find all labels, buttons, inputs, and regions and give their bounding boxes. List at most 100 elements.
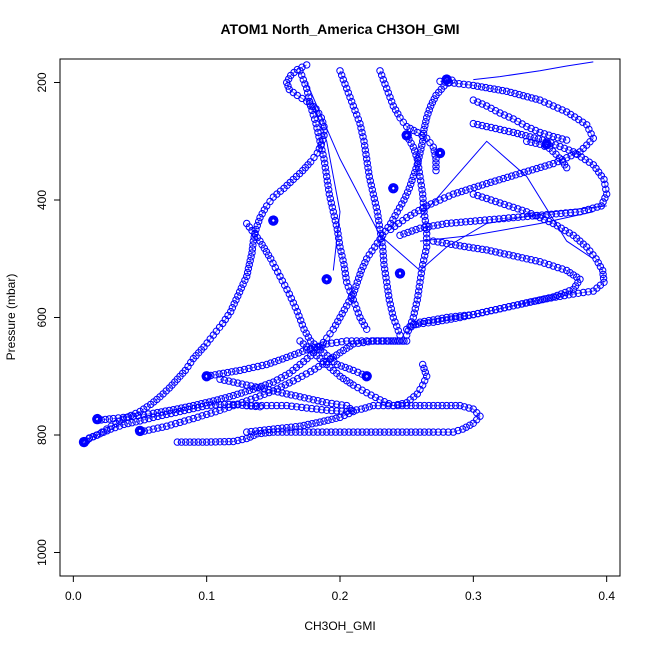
data-point (408, 318, 416, 326)
data-point (577, 153, 585, 161)
data-point (304, 89, 312, 97)
data-point (423, 243, 431, 251)
data-point (316, 418, 324, 426)
data-point (198, 438, 207, 446)
data-point (327, 199, 335, 207)
data-point (596, 262, 605, 271)
data-point (349, 296, 357, 304)
data-point (421, 252, 429, 260)
data-point (263, 360, 271, 369)
data-point (284, 82, 292, 90)
y-tick-label: 600 (35, 307, 49, 327)
data-point (599, 198, 607, 206)
data-point (412, 225, 420, 234)
data-point (336, 67, 344, 75)
data-point (557, 224, 565, 232)
y-tick-label: 1000 (35, 539, 49, 566)
data-point (229, 391, 238, 400)
data-point (523, 299, 531, 307)
data-point (423, 238, 431, 247)
series-line (339, 70, 401, 336)
data-point (385, 400, 393, 408)
data-point (307, 367, 315, 376)
data-point (540, 130, 549, 138)
data-point (283, 390, 291, 398)
data-point (229, 378, 238, 386)
data-point (318, 398, 326, 406)
data-point (246, 257, 254, 265)
data-point (334, 317, 342, 326)
data-point (296, 422, 304, 430)
data-point (382, 274, 390, 282)
data-point (291, 428, 300, 436)
data-point (416, 278, 424, 286)
data-point (523, 137, 531, 146)
data-point (288, 402, 296, 410)
data-point (407, 428, 415, 436)
data-point (295, 349, 303, 357)
data-point (552, 210, 560, 218)
data-point (404, 228, 412, 237)
data-point (431, 198, 440, 206)
data-point (425, 106, 433, 114)
data-point (420, 401, 429, 410)
data-point (291, 392, 300, 400)
data-point (204, 371, 212, 379)
data-point (92, 431, 101, 439)
data-point (554, 134, 562, 142)
data-point (391, 106, 400, 114)
data-point (419, 260, 427, 269)
data-point (354, 368, 362, 376)
data-point (375, 221, 383, 229)
data-point (314, 397, 322, 405)
data-point (408, 227, 416, 235)
data-point (421, 377, 429, 385)
data-point (511, 89, 519, 98)
data-point (519, 92, 527, 100)
data-point (276, 272, 284, 281)
data-point (207, 401, 215, 409)
data-point (491, 306, 500, 314)
data-point (269, 259, 277, 267)
data-point (229, 437, 238, 446)
data-point (459, 425, 467, 433)
data-point (603, 190, 611, 198)
data-point (466, 217, 475, 226)
data-point (456, 401, 464, 410)
data-point (379, 247, 387, 256)
data-point (386, 93, 394, 101)
data-point (522, 132, 530, 140)
data-point (333, 225, 341, 234)
data-point (279, 355, 287, 363)
data-point (589, 204, 597, 212)
data-point (320, 131, 328, 140)
data-point (415, 168, 423, 176)
data-point (438, 239, 446, 247)
data-point (216, 375, 224, 383)
data-point (527, 210, 535, 218)
data-point (193, 401, 202, 409)
data-point (487, 178, 495, 187)
data-point (410, 126, 418, 135)
data-point (549, 262, 557, 270)
y-axis-label: Pressure (mbar) (4, 274, 18, 361)
data-point (469, 96, 477, 104)
data-point (283, 428, 291, 436)
data-point (563, 108, 571, 116)
data-point (190, 438, 198, 446)
data-point (194, 403, 202, 412)
data-point (229, 400, 238, 409)
data-point (423, 372, 431, 380)
data-point (243, 381, 251, 389)
data-point (338, 309, 346, 318)
data-point (418, 141, 426, 149)
data-point (334, 230, 342, 238)
data-point (419, 133, 427, 142)
data-point (415, 283, 423, 291)
data-point (554, 263, 562, 272)
data-point (327, 428, 335, 436)
data-point (388, 97, 396, 106)
data-point (364, 371, 372, 379)
data-point (444, 428, 452, 436)
data-point (316, 137, 324, 146)
